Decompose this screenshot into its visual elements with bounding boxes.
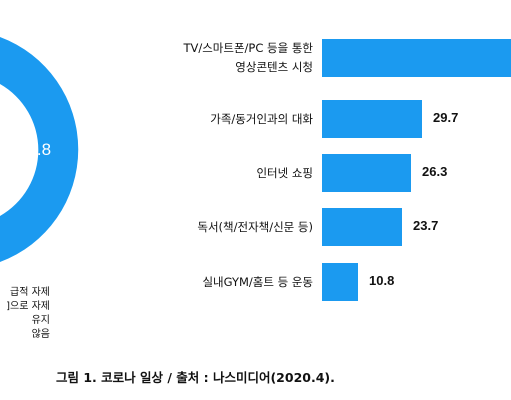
bar [322,154,411,192]
bar [322,39,511,77]
bar-category-label: 가족/동거인과의 대화 [210,111,313,126]
bar [322,208,402,246]
legend-item: 급적 자제 [10,287,50,298]
bar-category-label: 인터넷 쇼핑 [256,165,313,180]
bar [322,100,422,138]
bar-value-label: 10.8 [369,273,395,288]
bar-category-label: TV/스마트폰/PC 등을 통한 영상콘텐츠 시청 [183,41,313,74]
donut-legend: 급적 자제 ]으로 자제 유지 않음 [0,286,80,342]
bar-value-label: 23.7 [413,218,439,233]
bar [322,263,358,301]
figure-caption: 그림 1. 코로나 일상 / 출처 : 나스미디어(2020.4). [56,370,335,385]
legend-item: ]으로 자제 [6,301,50,312]
bar-category-label: 실내GYM/홈트 등 운동 [202,274,313,289]
donut-slice-main [0,37,79,262]
bar-value-label: 26.3 [422,164,448,179]
legend-item: 않음 [31,329,50,340]
bar-category-label: 독서(책/전자책/신문 등) [197,219,313,234]
bar-value-label: 29.7 [433,110,459,125]
donut-value-label: 57.8 [18,140,52,159]
legend-item: 유지 [31,315,50,326]
